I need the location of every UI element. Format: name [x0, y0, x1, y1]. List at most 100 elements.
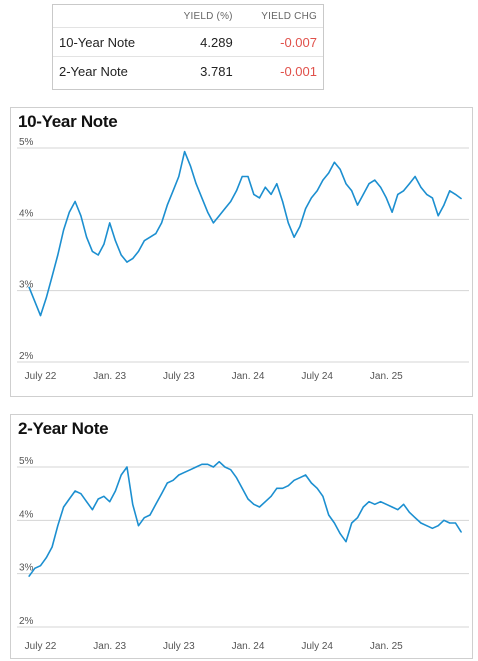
y-tick-label: 3% — [19, 280, 34, 291]
quote-header-change: YIELD CHG — [261, 10, 317, 22]
data-point — [68, 498, 70, 500]
data-point — [137, 250, 140, 253]
data-point — [149, 514, 151, 516]
quote-row-10-year[interactable]: 10-Year Note 4.289 -0.007 — [53, 27, 323, 57]
data-point — [316, 487, 318, 489]
data-point — [184, 150, 186, 153]
quote-yield: 3.781 — [162, 56, 239, 85]
chart-title: 2-Year Note — [18, 419, 109, 438]
data-point — [212, 222, 215, 224]
x-tick-label: July 22 — [25, 641, 57, 652]
data-point — [305, 208, 307, 210]
data-point — [397, 509, 399, 511]
x-tick-label: Jan. 23 — [93, 371, 126, 382]
data-point — [449, 522, 451, 524]
y-tick-label: 2% — [19, 616, 34, 627]
data-point — [218, 461, 220, 463]
data-point — [299, 477, 301, 479]
x-tick-label: July 23 — [163, 641, 195, 652]
data-point — [437, 215, 439, 217]
data-point — [403, 190, 405, 192]
data-point — [195, 466, 197, 468]
data-point — [103, 495, 105, 497]
data-point — [356, 517, 359, 519]
data-point — [258, 197, 261, 199]
data-point — [305, 474, 307, 476]
y-tick-label: 4% — [19, 208, 34, 219]
data-point — [414, 517, 416, 519]
data-point — [454, 522, 457, 524]
data-point — [281, 487, 284, 489]
data-point — [160, 222, 163, 224]
data-point — [97, 254, 99, 256]
chart-title: 10-Year Note — [18, 112, 118, 131]
quote-header-name — [53, 5, 163, 28]
data-point — [201, 463, 203, 465]
data-point — [212, 466, 215, 468]
data-point — [408, 183, 410, 185]
data-point — [460, 531, 462, 533]
data-point — [276, 487, 278, 489]
data-point — [126, 261, 128, 263]
x-tick-label: July 24 — [301, 371, 333, 382]
data-point — [178, 474, 180, 476]
yield-series-line — [28, 150, 462, 317]
chart-panel-2-year: 2-Year Note 2% 3% 4% 5% July 22 Jan. 23 July 2… — [10, 414, 473, 659]
data-point — [172, 479, 174, 481]
x-tick-label: July 23 — [163, 371, 195, 382]
data-point — [454, 193, 457, 195]
data-point — [68, 211, 70, 213]
data-point — [224, 466, 226, 468]
data-point — [230, 200, 232, 203]
data-point — [258, 506, 261, 508]
data-point — [51, 546, 53, 548]
data-point — [333, 522, 336, 524]
data-point — [137, 525, 140, 527]
data-point — [45, 297, 47, 299]
data-point — [189, 165, 191, 167]
quote-header-yield: YIELD (%) — [183, 10, 233, 22]
data-point — [356, 204, 359, 206]
data-point — [109, 222, 111, 224]
data-point — [460, 198, 462, 200]
data-point — [368, 183, 370, 185]
data-point — [391, 506, 393, 508]
quote-name: 2-Year Note — [53, 56, 163, 85]
data-point — [207, 211, 209, 213]
x-tick-label: July 24 — [301, 641, 333, 652]
data-point — [414, 175, 416, 178]
data-point — [218, 215, 220, 217]
data-point — [328, 172, 330, 174]
data-point — [299, 225, 301, 228]
data-point — [28, 575, 30, 577]
data-point — [385, 503, 387, 505]
data-point — [39, 565, 42, 567]
data-point — [379, 501, 382, 503]
data-point — [132, 257, 134, 260]
data-point — [345, 183, 347, 185]
x-tick-label: Jan. 24 — [232, 371, 265, 382]
data-point — [149, 236, 151, 238]
data-point — [91, 509, 93, 511]
data-point — [132, 503, 134, 505]
data-point — [34, 567, 36, 569]
data-point — [374, 179, 376, 181]
data-point — [426, 193, 428, 195]
data-point — [362, 506, 364, 508]
data-point — [426, 525, 428, 527]
data-point — [270, 193, 272, 195]
data-point — [195, 183, 197, 185]
data-point — [368, 501, 370, 503]
data-point — [74, 490, 76, 492]
data-point — [178, 175, 180, 178]
data-point — [86, 236, 88, 238]
data-point — [80, 493, 82, 495]
quote-header-row: YIELD (%) YIELD CHG — [53, 5, 323, 28]
data-point — [316, 190, 318, 192]
y-tick-label: 5% — [19, 456, 34, 467]
data-point — [264, 186, 266, 188]
data-point — [34, 300, 36, 302]
quote-row-2-year[interactable]: 2-Year Note 3.781 -0.001 — [53, 56, 323, 85]
data-point — [431, 197, 434, 199]
data-point — [201, 197, 203, 199]
